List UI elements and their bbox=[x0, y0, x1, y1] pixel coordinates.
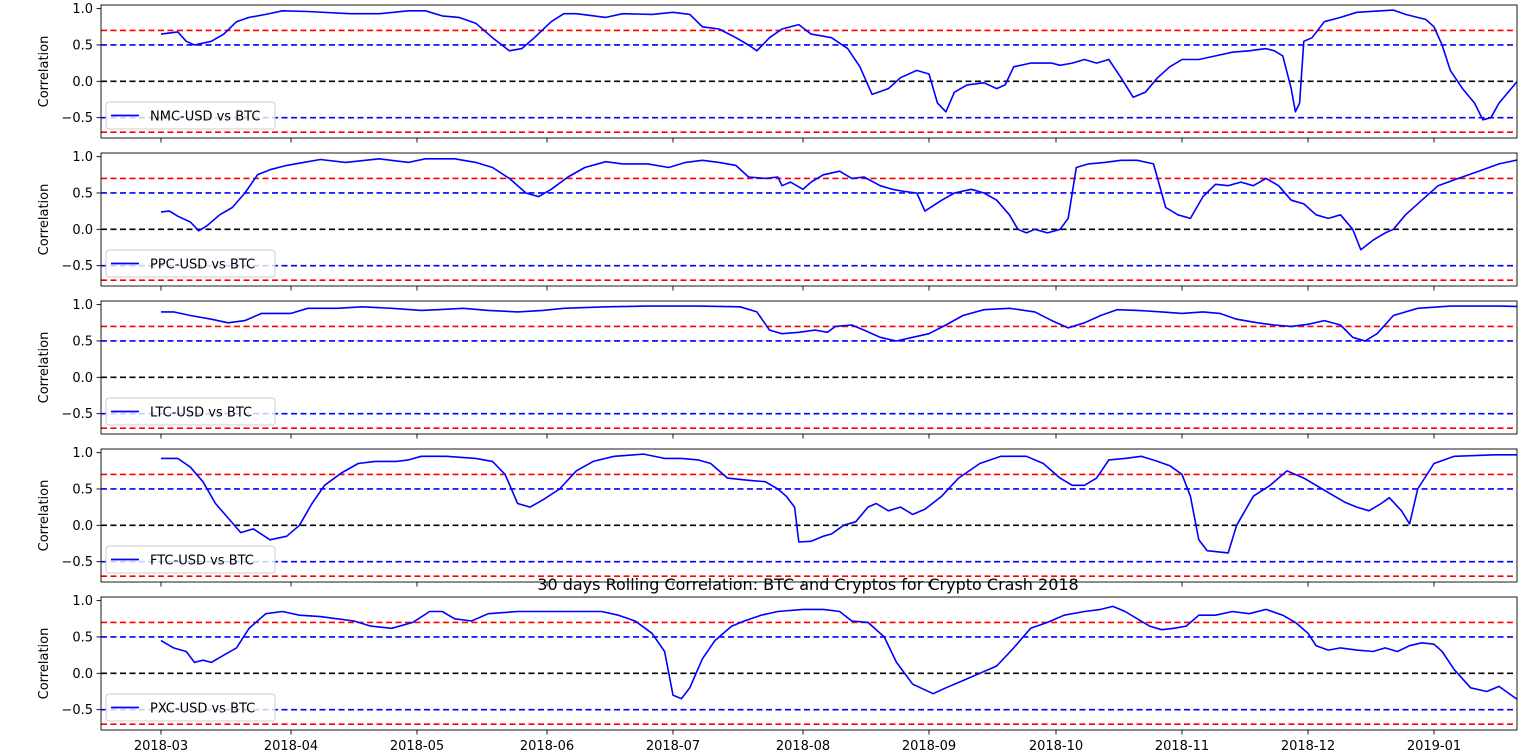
x-tick-label: 2018-06 bbox=[520, 739, 574, 754]
plot-area bbox=[101, 453, 1517, 577]
subplot-4: 1.0 0.5 0.0 −0.5 Correlation FTC-USD vs BTC bbox=[37, 446, 1518, 587]
axes-frame bbox=[100, 596, 1518, 731]
y-tick-label: −0.5 bbox=[61, 555, 93, 570]
legend-label: NMC-USD vs BTC bbox=[150, 110, 260, 125]
y-tick-label: 1.0 bbox=[72, 298, 93, 313]
x-tick-label: 2018-05 bbox=[390, 739, 444, 754]
legend: NMC-USD vs BTC bbox=[105, 101, 276, 130]
y-tick-label: 0.5 bbox=[72, 334, 93, 349]
y-tick-label: −0.5 bbox=[61, 259, 93, 274]
y-axis-label: Correlation bbox=[37, 628, 52, 700]
legend: PXC-USD vs BTC bbox=[105, 693, 276, 722]
subplot-3: 1.0 0.5 0.0 −0.5 Correlation LTC-USD vs BTC bbox=[37, 298, 1518, 439]
y-axis-label: Correlation bbox=[37, 480, 52, 552]
x-tick-label: 2018-09 bbox=[902, 739, 956, 754]
legend-box bbox=[105, 249, 276, 278]
x-tick-label: 2018-07 bbox=[646, 739, 700, 754]
subplot-5: 1.0 0.5 0.0 −0.5 Correlation PXC-USD vs BTC 20… bbox=[37, 594, 1518, 754]
legend-box bbox=[105, 397, 276, 426]
legend: LTC-USD vs BTC bbox=[105, 397, 276, 426]
legend-box bbox=[105, 545, 276, 574]
series-line bbox=[160, 605, 1517, 701]
plot-area bbox=[101, 605, 1517, 725]
subplot-2: 1.0 0.5 0.0 −0.5 Correlation PPC-USD vs BTC bbox=[37, 150, 1518, 291]
y-tick-label: 0.5 bbox=[72, 38, 93, 53]
axes-frame bbox=[100, 152, 1518, 287]
y-tick-label: −0.5 bbox=[61, 407, 93, 422]
y-tick-label: −0.5 bbox=[61, 111, 93, 126]
x-tick-label: 2018-10 bbox=[1029, 739, 1083, 754]
x-tick-label: 2018-08 bbox=[776, 739, 830, 754]
series-line bbox=[160, 158, 1517, 251]
y-tick-label: 0.5 bbox=[72, 630, 93, 645]
y-tick-label: 0.5 bbox=[72, 186, 93, 201]
x-tick-label: 2018-03 bbox=[134, 739, 188, 754]
legend: PPC-USD vs BTC bbox=[105, 249, 276, 278]
legend-box bbox=[105, 693, 276, 722]
y-axis-label: Correlation bbox=[37, 36, 52, 108]
series-line bbox=[160, 9, 1517, 121]
y-axis-label: Correlation bbox=[37, 332, 52, 404]
plot-area bbox=[101, 305, 1517, 429]
legend-box bbox=[105, 101, 276, 130]
legend-label: LTC-USD vs BTC bbox=[150, 406, 252, 421]
x-tick-label: 2018-11 bbox=[1155, 739, 1209, 754]
y-tick-label: 0.5 bbox=[72, 482, 93, 497]
y-tick-label: 0.0 bbox=[72, 75, 93, 90]
plot-area bbox=[101, 9, 1517, 133]
y-tick-label: 1.0 bbox=[72, 2, 93, 17]
x-tick-label: 2018-12 bbox=[1281, 739, 1335, 754]
series-line bbox=[161, 453, 1517, 554]
axes-frame bbox=[100, 448, 1518, 583]
x-tick-label: 2019-01 bbox=[1407, 739, 1461, 754]
axes-frame bbox=[100, 4, 1518, 139]
y-axis-label: Correlation bbox=[37, 184, 52, 256]
subplot-1: 1.0 0.5 0.0 −0.5 Correlation NMC-USD vs BTC bbox=[37, 2, 1518, 143]
legend-label: PXC-USD vs BTC bbox=[150, 702, 255, 717]
x-tick-label: 2018-04 bbox=[264, 739, 318, 754]
legend-label: FTC-USD vs BTC bbox=[150, 554, 254, 569]
legend: FTC-USD vs BTC bbox=[105, 545, 276, 574]
y-tick-label: 0.0 bbox=[72, 223, 93, 238]
chart-title: 30 days Rolling Correlation: BTC and Cry… bbox=[537, 575, 1078, 594]
y-tick-label: −0.5 bbox=[61, 703, 93, 718]
y-tick-label: 0.0 bbox=[72, 519, 93, 534]
y-tick-label: 0.0 bbox=[72, 371, 93, 386]
y-tick-label: 0.0 bbox=[72, 667, 93, 682]
y-tick-label: 1.0 bbox=[72, 446, 93, 461]
axes-frame bbox=[100, 300, 1518, 435]
y-tick-label: 1.0 bbox=[72, 150, 93, 165]
legend-label: PPC-USD vs BTC bbox=[150, 258, 255, 273]
series-line bbox=[161, 305, 1517, 342]
plot-area bbox=[101, 158, 1517, 281]
y-tick-label: 1.0 bbox=[72, 594, 93, 609]
